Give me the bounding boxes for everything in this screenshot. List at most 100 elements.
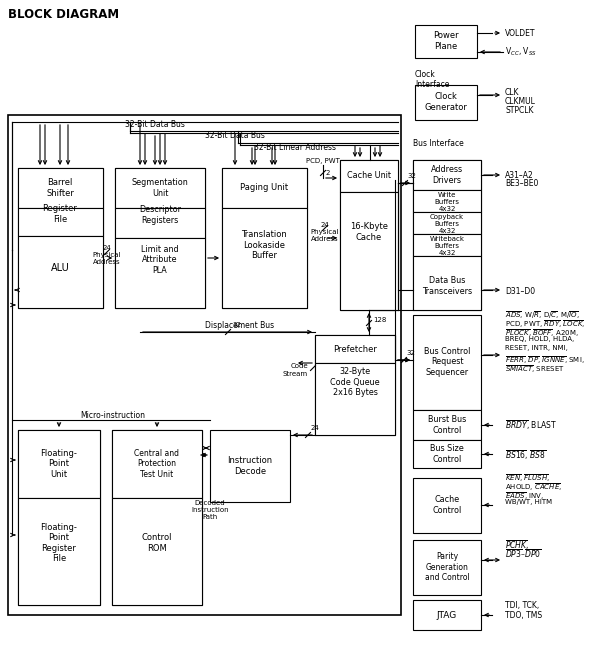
Text: A31–A2: A31–A2 — [505, 171, 534, 180]
Text: Cache Unit: Cache Unit — [347, 172, 391, 181]
Text: Floating-
Point
Register
File: Floating- Point Register File — [41, 523, 77, 563]
Text: $\overline{ADS}$, W/$\overline{R}$, D/$\overline{C}$, M/$\overline{IO}$,: $\overline{ADS}$, W/$\overline{R}$, D/$\… — [505, 309, 580, 320]
Bar — [413, 540, 481, 595]
Bar — [413, 234, 481, 256]
Text: 2: 2 — [326, 170, 331, 176]
Text: Copyback
Buffers
4x32: Copyback Buffers 4x32 — [430, 214, 464, 234]
Text: PCD, PWT, $\overline{RDY}$, $\overline{LOCK}$,: PCD, PWT, $\overline{RDY}$, $\overline{L… — [505, 318, 585, 330]
Text: Clock
Generator: Clock Generator — [425, 92, 467, 112]
Bar — [413, 160, 481, 310]
Text: Code
Stream: Code Stream — [283, 363, 308, 376]
Text: $\overline{FERR}$, $\overline{DP}$, $\overline{IGNNE}$, SMI,: $\overline{FERR}$, $\overline{DP}$, $\ov… — [505, 354, 584, 366]
Text: Decoded
Instruction
Path: Decoded Instruction Path — [191, 500, 229, 520]
Text: BLOCK DIAGRAM: BLOCK DIAGRAM — [8, 8, 119, 21]
Bar — [18, 236, 103, 308]
Text: BREQ, HOLD, HLDA,: BREQ, HOLD, HLDA, — [505, 336, 574, 342]
Text: Limit and
Attribute
PLA: Limit and Attribute PLA — [141, 245, 179, 275]
Text: Writeback
Buffers
4x32: Writeback Buffers 4x32 — [430, 236, 464, 256]
Bar — [413, 160, 481, 190]
Text: $\overline{EADS}$, INV,: $\overline{EADS}$, INV, — [505, 490, 544, 502]
Text: WB/WT, HITM: WB/WT, HITM — [505, 499, 552, 505]
Bar — [115, 168, 205, 208]
Bar — [112, 430, 202, 498]
Text: $\overline{BRDY}$, BLAST: $\overline{BRDY}$, BLAST — [505, 418, 557, 432]
Text: D31–D0: D31–D0 — [505, 287, 535, 296]
Bar — [8, 115, 401, 615]
Text: 24
Physical
Address: 24 Physical Address — [311, 222, 339, 242]
Text: BE3–BE0: BE3–BE0 — [505, 179, 538, 188]
Bar — [18, 208, 103, 236]
Bar — [413, 315, 481, 410]
Bar — [315, 335, 395, 435]
Text: CLKMUL: CLKMUL — [505, 97, 536, 106]
Text: RESET, INTR, NMI,: RESET, INTR, NMI, — [505, 345, 568, 351]
Bar — [315, 335, 395, 363]
Text: Register
File: Register File — [43, 204, 77, 224]
Text: CLK: CLK — [505, 88, 520, 97]
Text: Paging Unit: Paging Unit — [240, 183, 288, 192]
Text: VOLDET: VOLDET — [505, 29, 536, 38]
Bar — [413, 440, 481, 468]
Text: Prefetcher: Prefetcher — [333, 344, 377, 354]
Text: Bus Control
Request
Sequencer: Bus Control Request Sequencer — [424, 347, 470, 377]
Text: Address
Drivers: Address Drivers — [431, 165, 463, 185]
Text: $\overline{BS16}$, $\overline{BS8}$: $\overline{BS16}$, $\overline{BS8}$ — [505, 448, 547, 462]
Bar — [340, 160, 398, 192]
Bar — [415, 85, 477, 120]
Text: Instruction
Decode: Instruction Decode — [227, 456, 272, 476]
Bar — [413, 190, 481, 212]
Text: AHOLD, $\overline{CACHE}$,: AHOLD, $\overline{CACHE}$, — [505, 481, 562, 493]
Text: Barrel
Shifter: Barrel Shifter — [46, 178, 74, 198]
Bar — [18, 430, 100, 605]
Text: 24
Physical
Address: 24 Physical Address — [93, 245, 121, 265]
Text: Clock
Interface: Clock Interface — [415, 70, 449, 90]
Bar — [115, 238, 205, 308]
Text: 32: 32 — [406, 350, 415, 356]
Bar — [413, 478, 481, 533]
Bar — [340, 192, 398, 310]
Text: 32-Bit Data Bus: 32-Bit Data Bus — [205, 131, 265, 140]
Text: Translation
Lookaside
Buffer: Translation Lookaside Buffer — [241, 230, 287, 260]
Text: Segmentation
Unit: Segmentation Unit — [131, 178, 188, 198]
Text: Parity
Generation
and Control: Parity Generation and Control — [425, 552, 469, 582]
Bar — [340, 160, 398, 310]
Text: 32-Bit Linear Address: 32-Bit Linear Address — [254, 143, 336, 152]
Text: 32: 32 — [407, 173, 416, 179]
Text: Data Bus
Transceivers: Data Bus Transceivers — [422, 276, 472, 296]
Text: ALU: ALU — [50, 263, 70, 273]
Bar — [18, 430, 100, 498]
Bar — [315, 363, 395, 435]
Bar — [18, 168, 103, 208]
Text: 32: 32 — [232, 322, 241, 328]
Text: JTAG: JTAG — [437, 610, 457, 619]
Text: Power
Plane: Power Plane — [433, 31, 459, 51]
Bar — [115, 208, 205, 238]
Text: Descriptor
Registers: Descriptor Registers — [139, 205, 181, 225]
Text: 32-Bit Data Bus: 32-Bit Data Bus — [125, 120, 185, 129]
Text: $\overline{PCHK}$,: $\overline{PCHK}$, — [505, 538, 529, 552]
Text: Floating-
Point
Unit: Floating- Point Unit — [41, 449, 77, 479]
Text: 16-Kbyte
Cache: 16-Kbyte Cache — [350, 222, 388, 242]
Text: 32-Byte
Code Queue
2x16 Bytes: 32-Byte Code Queue 2x16 Bytes — [330, 367, 380, 397]
Bar — [222, 168, 307, 208]
Bar — [18, 168, 103, 308]
Text: Displacement Bus: Displacement Bus — [205, 321, 275, 330]
Text: TDI, TCK,: TDI, TCK, — [505, 601, 539, 610]
Text: $\overline{KEN}$, $\overline{FLUSH}$,: $\overline{KEN}$, $\overline{FLUSH}$, — [505, 472, 550, 484]
Text: Bus Size
Control: Bus Size Control — [430, 445, 464, 463]
Bar — [210, 430, 290, 502]
Bar — [18, 498, 100, 605]
Text: 128: 128 — [373, 317, 386, 323]
Text: 24: 24 — [311, 425, 320, 431]
Text: Write
Buffers
4x32: Write Buffers 4x32 — [434, 192, 460, 212]
Text: $\overline{DP3}$–$\overline{DP0}$: $\overline{DP3}$–$\overline{DP0}$ — [505, 548, 541, 560]
Text: Cache
Control: Cache Control — [433, 495, 461, 515]
Bar — [222, 208, 307, 308]
Bar — [222, 168, 307, 308]
Text: Burst Bus
Control: Burst Bus Control — [428, 415, 466, 435]
Text: Control
ROM: Control ROM — [142, 533, 172, 552]
Text: Micro-instruction: Micro-instruction — [80, 411, 145, 420]
Text: V$_{CC}$, V$_{SS}$: V$_{CC}$, V$_{SS}$ — [505, 46, 537, 58]
Text: $\overline{SMIACT}$, SRESET: $\overline{SMIACT}$, SRESET — [505, 363, 565, 374]
Bar — [413, 256, 481, 310]
